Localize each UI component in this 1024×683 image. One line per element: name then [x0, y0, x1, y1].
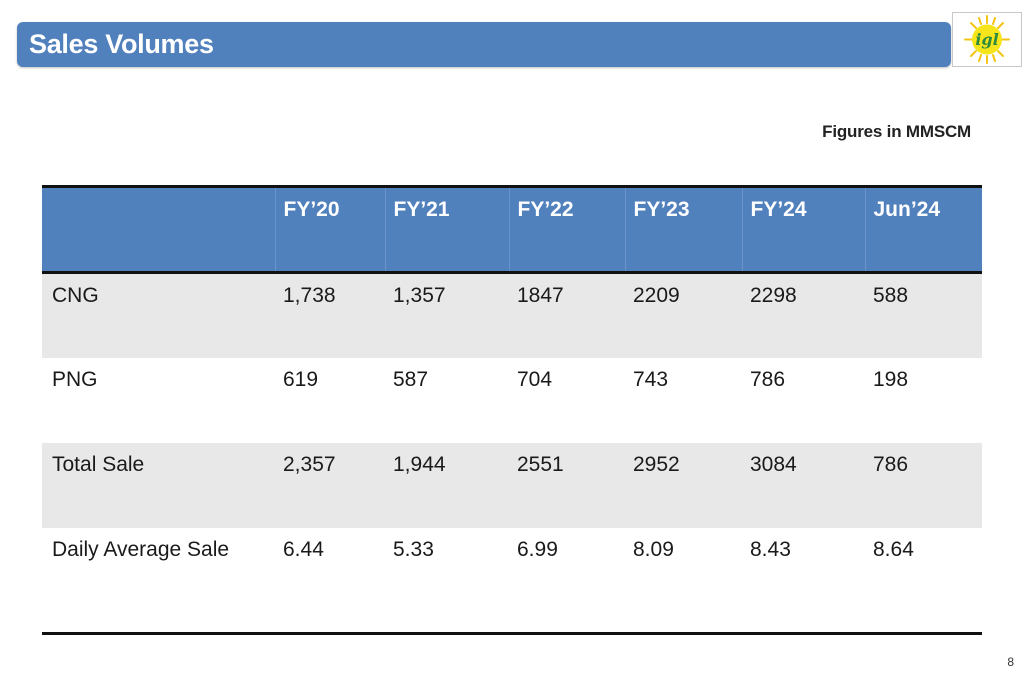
- header-jun24: Jun’24: [865, 185, 982, 273]
- row-label: Total Sale: [52, 452, 145, 476]
- units-note: Figures in MMSCM: [822, 122, 971, 141]
- page-number: 8: [1007, 655, 1014, 669]
- header-fy22: FY’22: [509, 185, 626, 273]
- header-cell-empty: [42, 185, 276, 273]
- table-cell: 2,357: [283, 452, 336, 476]
- table-cell: 8.43: [750, 537, 791, 561]
- table-cell: 1,944: [393, 452, 446, 476]
- table-row-png: PNG 619 587 704 743 786 198: [42, 357, 982, 443]
- table-cell: 1,738: [283, 284, 336, 307]
- table-row-daily-average-sale: Daily Average Sale 6.44 5.33 6.99 8.09 8…: [42, 527, 982, 634]
- table-cell: 198: [873, 367, 909, 391]
- igl-logo: igl: [952, 12, 1022, 67]
- table-cell: 1,357: [393, 284, 446, 307]
- table-cell: 2952: [633, 452, 680, 476]
- row-label: PNG: [52, 367, 98, 391]
- title-bar: Sales Volumes: [17, 22, 951, 67]
- table-cell: 6.99: [517, 537, 558, 561]
- sales-volume-table: FY’20 FY’21 FY’22 FY’23 FY’24 Jun’24 CNG…: [42, 185, 982, 635]
- table-row-cng: CNG 1,738 1,357 1847 2209 2298 588: [42, 272, 982, 358]
- sun-logo-icon: igl: [964, 15, 1010, 64]
- table-row-total-sale: Total Sale 2,357 1,944 2551 2952 3084 78…: [42, 442, 982, 528]
- table-cell: 786: [750, 367, 786, 391]
- row-label: CNG: [52, 284, 99, 307]
- table-header-row: FY’20 FY’21 FY’22 FY’23 FY’24 Jun’24: [42, 185, 982, 273]
- row-label: Daily Average Sale: [52, 537, 230, 561]
- table-cell: 619: [283, 367, 319, 391]
- table-cell: 588: [873, 284, 909, 307]
- table-cell: 786: [873, 452, 909, 476]
- table-cell: 3084: [750, 452, 797, 476]
- header-fy24: FY’24: [742, 185, 866, 273]
- table-cell: 2551: [517, 452, 564, 476]
- table-cell: 1847: [517, 284, 564, 307]
- header-fy21: FY’21: [385, 185, 510, 273]
- slide-title: Sales Volumes: [29, 29, 214, 59]
- table-cell: 5.33: [393, 537, 434, 561]
- table-cell: 6.44: [283, 537, 324, 561]
- table-cell: 2298: [750, 284, 797, 307]
- table-cell: 8.09: [633, 537, 674, 561]
- table-cell: 587: [393, 367, 429, 391]
- header-fy23: FY’23: [625, 185, 743, 273]
- header-fy20: FY’20: [275, 185, 386, 273]
- table-cell: 8.64: [873, 537, 914, 561]
- table-cell: 2209: [633, 284, 680, 307]
- table-cell: 743: [633, 367, 669, 391]
- logo-text: igl: [975, 30, 998, 49]
- table-cell: 704: [517, 367, 553, 391]
